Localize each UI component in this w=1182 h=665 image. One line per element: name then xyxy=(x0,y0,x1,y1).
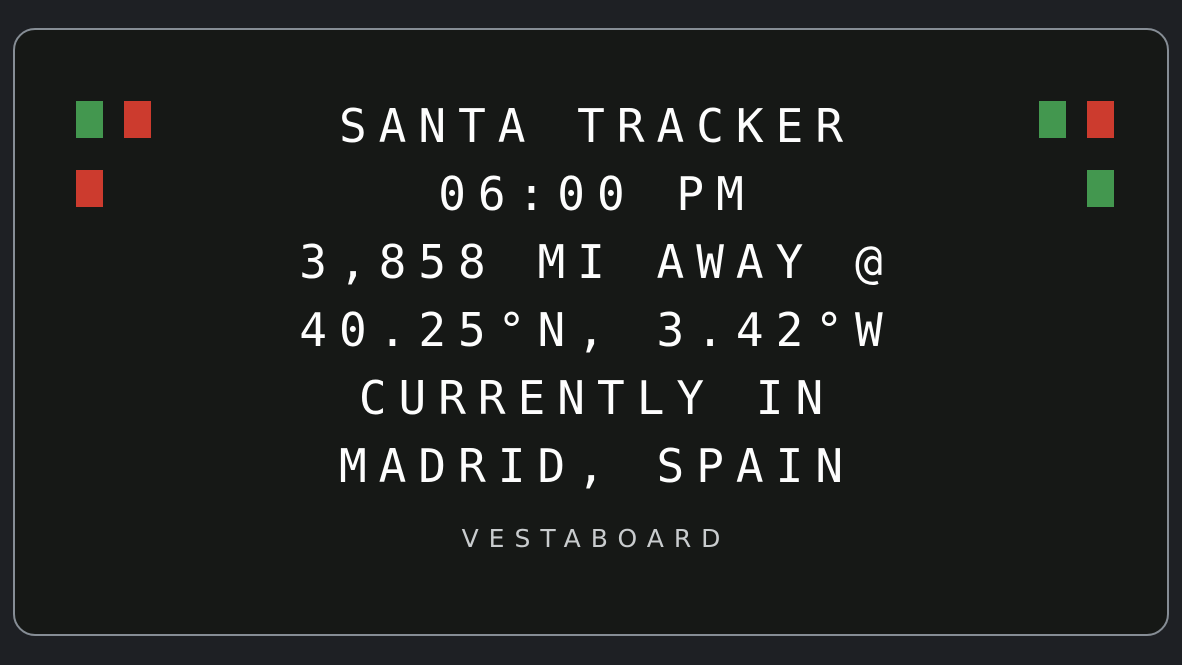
board-row-text: 40.25°N, 3.42°W xyxy=(299,303,895,357)
board-row-status-prefix: CURRENTLY IN xyxy=(15,364,1167,432)
board-row-text: CURRENTLY IN xyxy=(358,371,836,425)
board-row-text: 3,858 MI AWAY @ xyxy=(299,235,895,289)
board-row-text: SANTA TRACKER xyxy=(338,99,856,153)
board-row-text: 06:00 PM xyxy=(438,167,756,221)
board-row-coordinates: 40.25°N, 3.42°W xyxy=(15,296,1167,364)
board-message-grid: SANTA TRACKER 06:00 PM 3,858 MI AWAY @ 4… xyxy=(15,30,1167,634)
board-row-time: 06:00 PM xyxy=(15,160,1167,228)
board-row-distance: 3,858 MI AWAY @ xyxy=(15,228,1167,296)
vestaboard-brand-label: VESTABOARD xyxy=(461,524,731,553)
color-chip-right-red-top xyxy=(1087,101,1114,138)
vestaboard-panel: SANTA TRACKER 06:00 PM 3,858 MI AWAY @ 4… xyxy=(13,28,1169,636)
color-chip-right-green-top xyxy=(1039,101,1066,138)
board-row-text: MADRID, SPAIN xyxy=(338,439,856,493)
color-chip-right-green-bottom xyxy=(1087,170,1114,207)
board-row-title: SANTA TRACKER xyxy=(15,92,1167,160)
color-chip-left-green-top xyxy=(76,101,103,138)
color-chip-left-red-top xyxy=(124,101,151,138)
board-row-location: MADRID, SPAIN xyxy=(15,432,1167,500)
color-chip-left-red-bottom xyxy=(76,170,103,207)
